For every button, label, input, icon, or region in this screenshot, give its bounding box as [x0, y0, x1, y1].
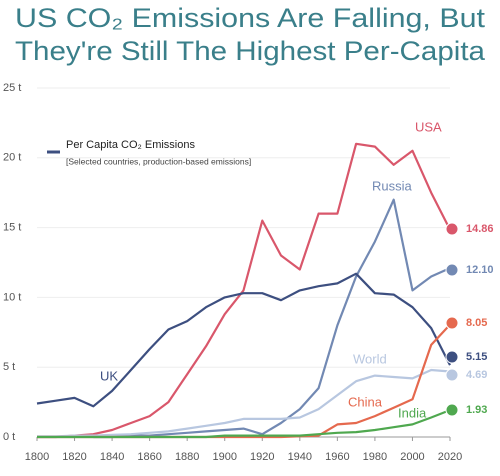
series-line	[37, 368, 451, 438]
series-line	[36, 272, 451, 408]
end-value-label: 1.93	[466, 404, 487, 416]
flag-icon	[445, 263, 459, 277]
x-tick-label: 1940	[288, 451, 312, 463]
series-label: India	[398, 405, 427, 420]
end-value-label: 14.86	[466, 223, 494, 235]
x-tick-label: 1960	[325, 451, 349, 463]
y-tick-label: 20 t	[3, 152, 21, 164]
series-label: World	[353, 351, 387, 366]
flag-icon	[445, 316, 459, 330]
x-tick-label: 1880	[175, 451, 199, 463]
x-tick-label: 1840	[100, 451, 124, 463]
series-label: UK	[100, 368, 118, 383]
y-tick-label: 25 t	[3, 82, 21, 94]
y-tick-label: 10 t	[3, 291, 21, 303]
x-tick-label: 2020	[438, 451, 462, 463]
chart-title: US CO₂ Emissions Are Falling, But	[15, 3, 486, 33]
legend-title: Per Capita CO₂ Emissions	[66, 139, 195, 151]
series-label: China	[348, 394, 383, 409]
series-line	[37, 142, 451, 439]
flag-icon	[445, 350, 459, 364]
x-tick-label: 1920	[250, 451, 274, 463]
end-value-label: 5.15	[466, 351, 487, 363]
y-tick-label: 5 t	[3, 361, 15, 373]
series-label: USA	[415, 119, 442, 134]
series-line	[93, 198, 451, 439]
x-tick-label: 2000	[400, 451, 424, 463]
x-tick-label: 1900	[212, 451, 236, 463]
end-value-label: 4.69	[466, 369, 487, 381]
end-value-label: 8.05	[466, 317, 487, 329]
x-tick-label: 1820	[62, 451, 86, 463]
x-tick-label: 1800	[25, 451, 49, 463]
y-tick-label: 15 t	[3, 222, 21, 234]
flag-icon	[445, 368, 459, 382]
series-line	[37, 323, 451, 439]
series-label: Russia	[372, 178, 413, 193]
end-value-label: 12.10	[466, 264, 494, 276]
x-tick-label: 1980	[363, 451, 387, 463]
legend-note: [Selected countries, production-based em…	[66, 156, 251, 166]
chart-title: They're Still The Highest Per-Capita	[15, 36, 486, 66]
x-tick-label: 1860	[137, 451, 161, 463]
y-tick-label: 0 t	[3, 431, 15, 443]
flag-icon	[445, 403, 459, 417]
flag-icon	[445, 222, 459, 236]
series-line	[37, 409, 451, 439]
